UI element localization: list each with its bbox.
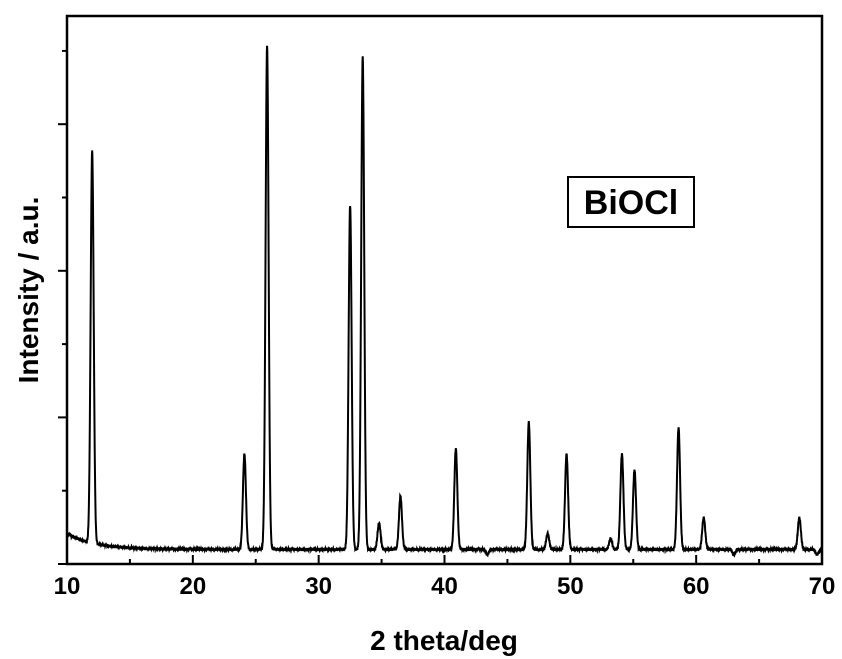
x-tick-label: 40	[431, 573, 458, 600]
x-tick-label: 70	[809, 573, 836, 600]
y-axis	[58, 49, 67, 565]
x-tick-label: 10	[54, 573, 81, 600]
sample-label-border	[567, 176, 695, 228]
x-axis-title: 2 theta/deg	[370, 625, 518, 656]
x-tick-label: 20	[179, 573, 206, 600]
sample-label: BiOCl	[584, 184, 678, 222]
xrd-pattern-line	[66, 45, 823, 558]
x-tick-label: 60	[683, 573, 710, 600]
x-tick-label: 50	[557, 573, 584, 600]
y-axis-title: Intensity / a.u.	[13, 197, 44, 384]
x-axis: 10 20 30 40 50 60 70	[54, 555, 836, 600]
sample-label-box: BiOCl	[567, 176, 695, 228]
x-tick-label: 30	[305, 573, 332, 600]
plot-frame	[65, 14, 824, 566]
